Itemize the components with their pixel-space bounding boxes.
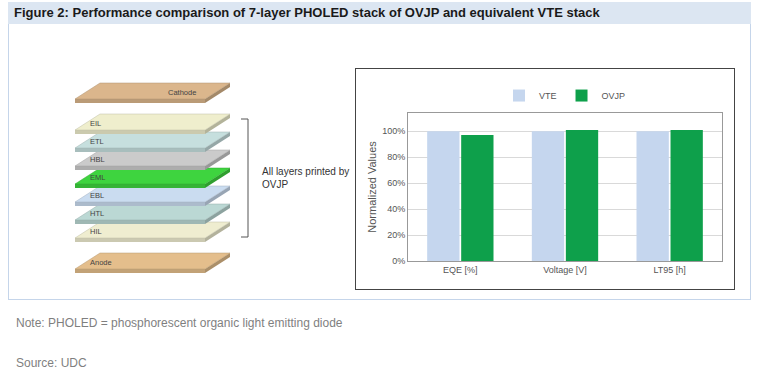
svg-text:Cathode: Cathode: [168, 88, 196, 97]
svg-text:HBL: HBL: [90, 155, 105, 164]
svg-text:EBL: EBL: [90, 191, 104, 200]
svg-text:EQE [%]: EQE [%]: [443, 265, 478, 275]
svg-text:80%: 80%: [387, 152, 405, 162]
svg-text:EIL: EIL: [90, 119, 101, 128]
svg-text:Normalized Values: Normalized Values: [366, 141, 378, 233]
svg-text:ETL: ETL: [90, 137, 104, 146]
svg-text:LT95 [h]: LT95 [h]: [653, 265, 685, 275]
svg-text:0%: 0%: [392, 256, 405, 266]
svg-text:HTL: HTL: [90, 209, 104, 218]
html-text:Source: UDC: Source: UDC: [16, 356, 87, 370]
html-text:Figure 2: Performance comparis: Figure 2: Performance comparison of 7-la…: [14, 5, 600, 20]
svg-text:VTE: VTE: [539, 91, 557, 101]
svg-text:OVJP: OVJP: [602, 91, 626, 101]
svg-text:Anode: Anode: [90, 258, 112, 267]
svg-text:100%: 100%: [382, 126, 405, 136]
svg-text:20%: 20%: [387, 230, 405, 240]
svg-text:Voltage [V]: Voltage [V]: [543, 265, 587, 275]
svg-text:40%: 40%: [387, 204, 405, 214]
html-text:All layers printed by OVJP: All layers printed by OVJP: [262, 166, 350, 190]
svg-text:60%: 60%: [387, 178, 405, 188]
svg-text:HIL: HIL: [90, 227, 102, 236]
svg-text:EML: EML: [90, 173, 105, 182]
html-text:Note: PHOLED = phosphorescent: Note: PHOLED = phosphorescent organic li…: [16, 316, 343, 330]
